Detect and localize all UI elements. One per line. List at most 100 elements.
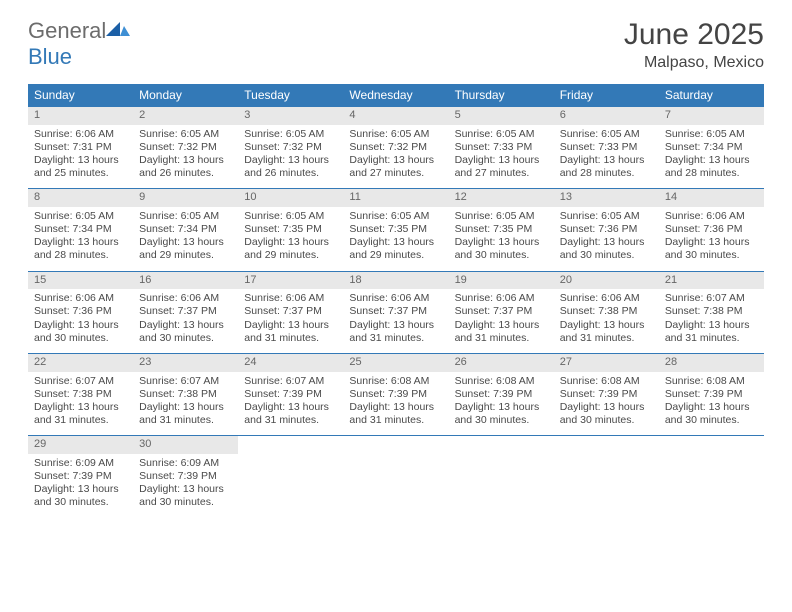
sunrise-line: Sunrise: 6:07 AM	[665, 292, 758, 305]
daylight-line: Daylight: 13 hours and 28 minutes.	[34, 236, 127, 262]
calendar-cell: ..	[238, 436, 343, 518]
sunset-line: Sunset: 7:32 PM	[244, 141, 337, 154]
day-number: 23	[133, 354, 238, 372]
sunset-line: Sunset: 7:38 PM	[665, 305, 758, 318]
sunset-line: Sunset: 7:33 PM	[560, 141, 653, 154]
calendar-row: 29Sunrise: 6:09 AMSunset: 7:39 PMDayligh…	[28, 436, 764, 518]
calendar-cell: 8Sunrise: 6:05 AMSunset: 7:34 PMDaylight…	[28, 189, 133, 271]
day-number: 18	[343, 272, 448, 290]
daylight-line: Daylight: 13 hours and 30 minutes.	[455, 236, 548, 262]
daylight-line: Daylight: 13 hours and 31 minutes.	[455, 319, 548, 345]
sunset-line: Sunset: 7:35 PM	[455, 223, 548, 236]
calendar-cell: 26Sunrise: 6:08 AMSunset: 7:39 PMDayligh…	[449, 353, 554, 435]
day-number: 10	[238, 189, 343, 207]
sunset-line: Sunset: 7:37 PM	[244, 305, 337, 318]
calendar-table: SundayMondayTuesdayWednesdayThursdayFrid…	[28, 84, 764, 517]
sunrise-line: Sunrise: 6:06 AM	[560, 292, 653, 305]
day-number: 14	[659, 189, 764, 207]
day-number: 6	[554, 107, 659, 125]
weekday-header: Tuesday	[238, 84, 343, 107]
sunrise-line: Sunrise: 6:06 AM	[244, 292, 337, 305]
day-number: 3	[238, 107, 343, 125]
day-number: 25	[343, 354, 448, 372]
calendar-cell: 3Sunrise: 6:05 AMSunset: 7:32 PMDaylight…	[238, 107, 343, 189]
day-number: 19	[449, 272, 554, 290]
daylight-line: Daylight: 13 hours and 30 minutes.	[34, 319, 127, 345]
daylight-line: Daylight: 13 hours and 30 minutes.	[560, 236, 653, 262]
sunset-line: Sunset: 7:39 PM	[244, 388, 337, 401]
day-number: 16	[133, 272, 238, 290]
daylight-line: Daylight: 13 hours and 31 minutes.	[244, 401, 337, 427]
calendar-cell: 1Sunrise: 6:06 AMSunset: 7:31 PMDaylight…	[28, 107, 133, 189]
sunrise-line: Sunrise: 6:06 AM	[349, 292, 442, 305]
day-number: 30	[133, 436, 238, 454]
calendar-cell: 15Sunrise: 6:06 AMSunset: 7:36 PMDayligh…	[28, 271, 133, 353]
daylight-line: Daylight: 13 hours and 27 minutes.	[349, 154, 442, 180]
calendar-row: 8Sunrise: 6:05 AMSunset: 7:34 PMDaylight…	[28, 189, 764, 271]
day-body: Sunrise: 6:07 AMSunset: 7:39 PMDaylight:…	[238, 372, 343, 436]
daylight-line: Daylight: 13 hours and 31 minutes.	[349, 401, 442, 427]
day-body: Sunrise: 6:05 AMSunset: 7:34 PMDaylight:…	[133, 207, 238, 271]
daylight-line: Daylight: 13 hours and 29 minutes.	[349, 236, 442, 262]
sunset-line: Sunset: 7:38 PM	[34, 388, 127, 401]
sunset-line: Sunset: 7:37 PM	[455, 305, 548, 318]
sunset-line: Sunset: 7:39 PM	[455, 388, 548, 401]
sunrise-line: Sunrise: 6:06 AM	[139, 292, 232, 305]
sunrise-line: Sunrise: 6:06 AM	[455, 292, 548, 305]
calendar-cell: 16Sunrise: 6:06 AMSunset: 7:37 PMDayligh…	[133, 271, 238, 353]
weekday-header: Saturday	[659, 84, 764, 107]
day-body: Sunrise: 6:05 AMSunset: 7:35 PMDaylight:…	[238, 207, 343, 271]
day-body: Sunrise: 6:07 AMSunset: 7:38 PMDaylight:…	[659, 289, 764, 353]
sunset-line: Sunset: 7:39 PM	[34, 470, 127, 483]
daylight-line: Daylight: 13 hours and 30 minutes.	[665, 236, 758, 262]
month-title: June 2025	[624, 18, 764, 52]
sunset-line: Sunset: 7:38 PM	[560, 305, 653, 318]
sunrise-line: Sunrise: 6:05 AM	[455, 210, 548, 223]
day-number: 1	[28, 107, 133, 125]
daylight-line: Daylight: 13 hours and 30 minutes.	[139, 319, 232, 345]
sunrise-line: Sunrise: 6:07 AM	[34, 375, 127, 388]
logo-blue-text: Blue	[28, 44, 72, 69]
calendar-cell: ..	[449, 436, 554, 518]
sunrise-line: Sunrise: 6:08 AM	[665, 375, 758, 388]
day-body: Sunrise: 6:06 AMSunset: 7:36 PMDaylight:…	[28, 289, 133, 353]
day-body: Sunrise: 6:05 AMSunset: 7:32 PMDaylight:…	[133, 125, 238, 189]
sunrise-line: Sunrise: 6:08 AM	[349, 375, 442, 388]
daylight-line: Daylight: 13 hours and 31 minutes.	[560, 319, 653, 345]
sunset-line: Sunset: 7:38 PM	[139, 388, 232, 401]
calendar-cell: 25Sunrise: 6:08 AMSunset: 7:39 PMDayligh…	[343, 353, 448, 435]
sunrise-line: Sunrise: 6:06 AM	[34, 292, 127, 305]
sunrise-line: Sunrise: 6:05 AM	[244, 128, 337, 141]
day-body: Sunrise: 6:05 AMSunset: 7:35 PMDaylight:…	[449, 207, 554, 271]
day-number: 15	[28, 272, 133, 290]
day-number: 20	[554, 272, 659, 290]
day-body: Sunrise: 6:05 AMSunset: 7:32 PMDaylight:…	[238, 125, 343, 189]
header: General Blue June 2025 Malpaso, Mexico	[28, 18, 764, 72]
weekday-header: Monday	[133, 84, 238, 107]
weekday-header-row: SundayMondayTuesdayWednesdayThursdayFrid…	[28, 84, 764, 107]
sunset-line: Sunset: 7:33 PM	[455, 141, 548, 154]
day-body: Sunrise: 6:06 AMSunset: 7:37 PMDaylight:…	[238, 289, 343, 353]
logo-general-text: General	[28, 18, 106, 43]
day-body: Sunrise: 6:05 AMSunset: 7:33 PMDaylight:…	[554, 125, 659, 189]
sunset-line: Sunset: 7:36 PM	[560, 223, 653, 236]
day-number: 4	[343, 107, 448, 125]
day-body: Sunrise: 6:07 AMSunset: 7:38 PMDaylight:…	[133, 372, 238, 436]
sunrise-line: Sunrise: 6:06 AM	[665, 210, 758, 223]
sunset-line: Sunset: 7:36 PM	[34, 305, 127, 318]
calendar-row: 15Sunrise: 6:06 AMSunset: 7:36 PMDayligh…	[28, 271, 764, 353]
daylight-line: Daylight: 13 hours and 30 minutes.	[139, 483, 232, 509]
calendar-cell: 18Sunrise: 6:06 AMSunset: 7:37 PMDayligh…	[343, 271, 448, 353]
daylight-line: Daylight: 13 hours and 30 minutes.	[560, 401, 653, 427]
calendar-cell: 7Sunrise: 6:05 AMSunset: 7:34 PMDaylight…	[659, 107, 764, 189]
calendar-cell: 9Sunrise: 6:05 AMSunset: 7:34 PMDaylight…	[133, 189, 238, 271]
daylight-line: Daylight: 13 hours and 27 minutes.	[455, 154, 548, 180]
calendar-cell: 24Sunrise: 6:07 AMSunset: 7:39 PMDayligh…	[238, 353, 343, 435]
day-body: Sunrise: 6:05 AMSunset: 7:33 PMDaylight:…	[449, 125, 554, 189]
calendar-cell: 2Sunrise: 6:05 AMSunset: 7:32 PMDaylight…	[133, 107, 238, 189]
day-number: 27	[554, 354, 659, 372]
sunrise-line: Sunrise: 6:08 AM	[560, 375, 653, 388]
daylight-line: Daylight: 13 hours and 31 minutes.	[244, 319, 337, 345]
sunset-line: Sunset: 7:35 PM	[349, 223, 442, 236]
sunrise-line: Sunrise: 6:07 AM	[244, 375, 337, 388]
